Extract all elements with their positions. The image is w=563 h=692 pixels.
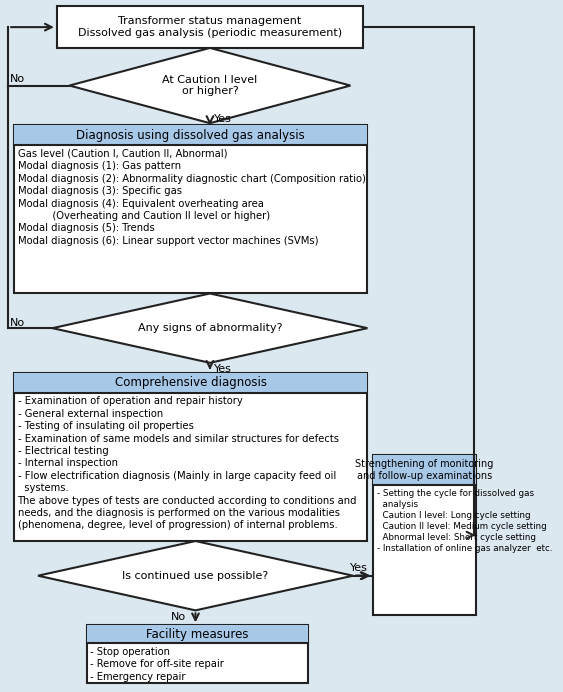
Bar: [87, 625, 308, 643]
Bar: [373, 455, 476, 615]
Bar: [14, 373, 368, 392]
Text: Yes: Yes: [350, 563, 368, 573]
Text: - Setting the cycle for dissolved gas
  analysis
  Caution I level: Long cycle s: - Setting the cycle for dissolved gas an…: [377, 489, 552, 553]
Text: Yes: Yes: [214, 364, 232, 374]
Bar: [87, 625, 308, 682]
Polygon shape: [38, 541, 353, 610]
Text: No: No: [171, 612, 186, 622]
Text: At Caution I level
or higher?: At Caution I level or higher?: [162, 75, 258, 96]
Polygon shape: [52, 293, 368, 363]
Bar: [14, 125, 368, 145]
Text: No: No: [10, 318, 25, 328]
Text: Any signs of abnormality?: Any signs of abnormality?: [138, 323, 282, 333]
Text: Facility measures: Facility measures: [146, 628, 248, 641]
Text: Yes: Yes: [214, 114, 232, 125]
Text: Strengthening of monitoring
and follow-up examinations: Strengthening of monitoring and follow-u…: [355, 459, 494, 480]
Text: Diagnosis using dissolved gas analysis: Diagnosis using dissolved gas analysis: [77, 129, 305, 142]
Bar: [57, 6, 363, 48]
Text: Gas level (Caution I, Caution II, Abnormal)
Modal diagnosis (1): Gas pattern
Mod: Gas level (Caution I, Caution II, Abnorm…: [17, 149, 365, 246]
Text: Transformer status management
Dissolved gas analysis (periodic measurement): Transformer status management Dissolved …: [78, 17, 342, 38]
Bar: [14, 125, 368, 293]
Bar: [373, 455, 476, 484]
Text: Is continued use possible?: Is continued use possible?: [122, 571, 269, 581]
Polygon shape: [69, 48, 350, 123]
Bar: [14, 373, 368, 541]
Text: Comprehensive diagnosis: Comprehensive diagnosis: [115, 376, 267, 389]
Text: - Stop operation
- Remove for off-site repair
- Emergency repair: - Stop operation - Remove for off-site r…: [90, 647, 224, 682]
Text: No: No: [10, 73, 25, 84]
Text: - Examination of operation and repair history
- General external inspection
- Te: - Examination of operation and repair hi…: [17, 397, 357, 531]
